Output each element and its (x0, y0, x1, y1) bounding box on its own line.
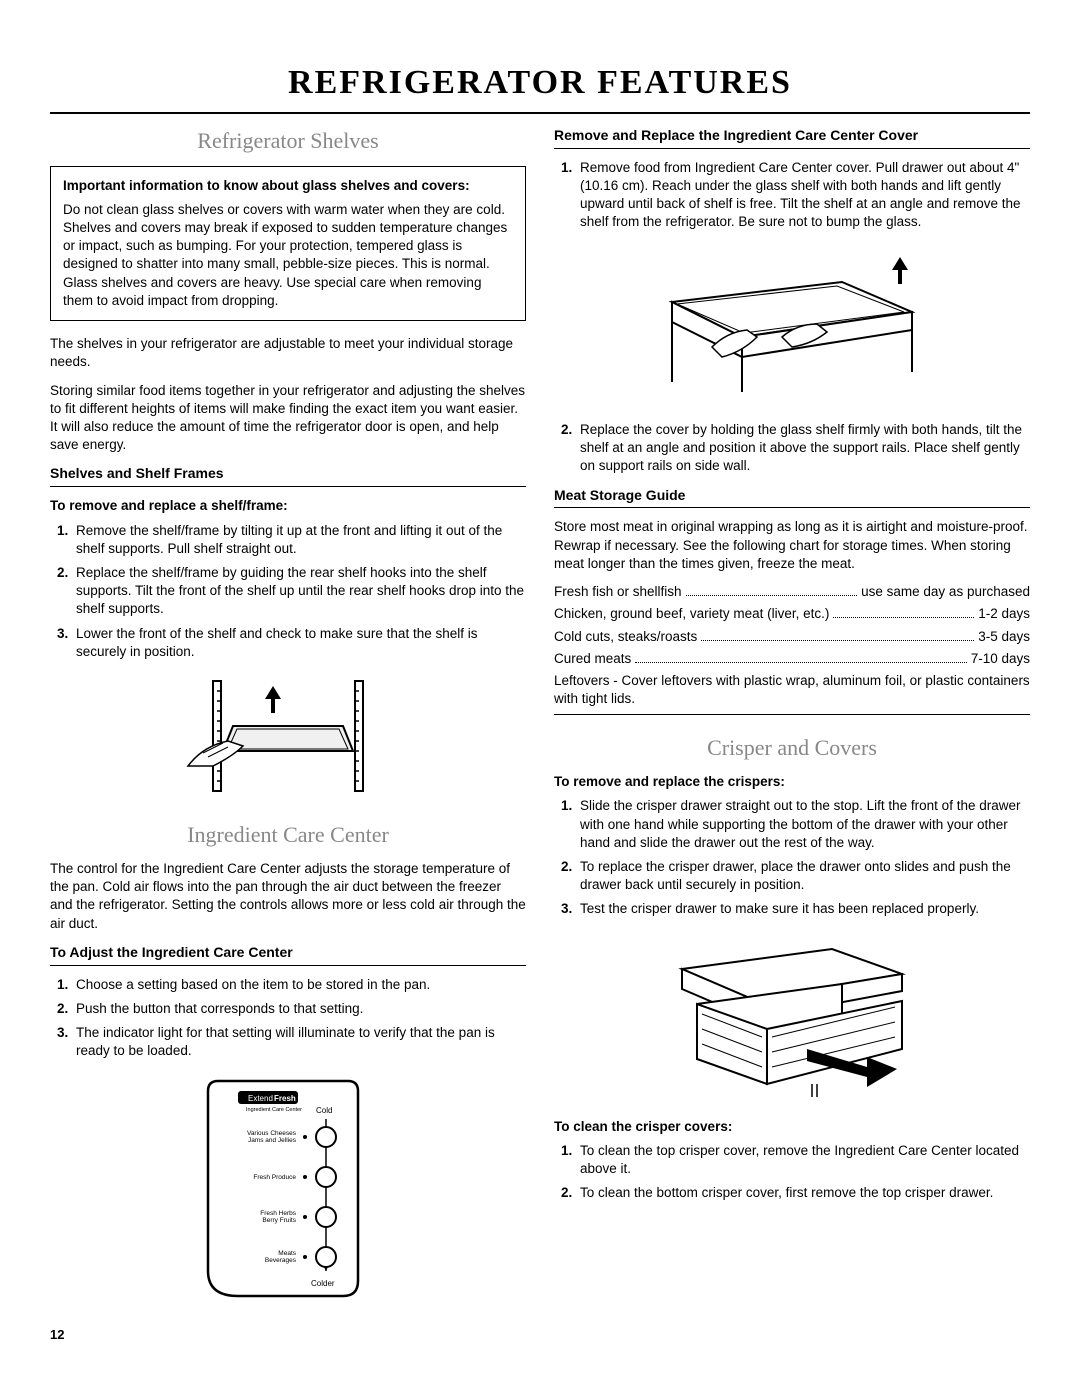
meat-label: Cured meats (554, 650, 631, 668)
meat-value: 7-10 days (971, 650, 1030, 668)
dot-leader (701, 640, 974, 641)
clean-covers-label: To clean the crisper covers: (554, 1118, 1030, 1136)
svg-text:Various Cheeses: Various Cheeses (247, 1130, 297, 1137)
callout-heading: Important information to know about glas… (63, 177, 513, 195)
two-column-layout: Refrigerator Shelves Important informati… (50, 126, 1030, 1306)
page-title: REFRIGERATOR FEATURES (50, 60, 1030, 106)
dot-leader (635, 662, 966, 663)
meat-storage-para: Store most meat in original wrapping as … (554, 518, 1030, 573)
meat-storage-table: Fresh fish or shellfish use same day as … (554, 583, 1030, 715)
shelves-para-2: Storing similar food items together in y… (50, 382, 526, 455)
svg-text:Fresh: Fresh (274, 1094, 296, 1103)
title-rule (50, 112, 1030, 114)
shelf-steps-list: Remove the shelf/frame by tilting it up … (50, 522, 526, 662)
list-item: Slide the crisper drawer straight out to… (576, 797, 1030, 852)
shelves-frames-heading: Shelves and Shelf Frames (50, 464, 526, 487)
leftovers-note: Leftovers - Cover leftovers with plastic… (554, 672, 1030, 715)
svg-text:Extend: Extend (248, 1094, 273, 1103)
cover-removal-illustration (554, 242, 1030, 407)
table-row: Fresh fish or shellfish use same day as … (554, 583, 1030, 601)
list-item: Test the crisper drawer to make sure it … (576, 900, 1030, 918)
page-number: 12 (50, 1326, 1030, 1344)
svg-text:Fresh Produce: Fresh Produce (253, 1174, 296, 1181)
dot-leader (686, 595, 858, 596)
adjust-icc-heading: To Adjust the Ingredient Care Center (50, 943, 526, 966)
ingredient-care-center-heading: Ingredient Care Center (50, 820, 526, 850)
table-row: Cured meats 7-10 days (554, 650, 1030, 668)
crisper-covers-heading: Crisper and Covers (554, 733, 1030, 763)
remove-replace-steps-1: Remove food from Ingredient Care Center … (554, 159, 1030, 232)
list-item: Push the button that corresponds to that… (72, 1000, 526, 1018)
list-item: Remove food from Ingredient Care Center … (576, 159, 1030, 232)
meat-label: Chicken, ground beef, variety meat (live… (554, 605, 829, 623)
crisper-drawer-illustration (554, 929, 1030, 1104)
crisper-steps-list: Slide the crisper drawer straight out to… (554, 797, 1030, 918)
glass-shelves-callout: Important information to know about glas… (50, 166, 526, 322)
svg-text:Berry Fruits: Berry Fruits (262, 1217, 296, 1224)
dot-leader (833, 617, 974, 618)
svg-text:Ingredient Care Center: Ingredient Care Center (246, 1107, 302, 1113)
shelves-para-1: The shelves in your refrigerator are adj… (50, 335, 526, 371)
clean-steps-list: To clean the top crisper cover, remove t… (554, 1142, 1030, 1203)
callout-body: Do not clean glass shelves or covers wit… (63, 201, 513, 310)
control-panel-illustration: Extend Fresh Ingredient Care Center Cold… (50, 1071, 526, 1306)
svg-text:Cold: Cold (316, 1106, 332, 1115)
svg-text:Colder: Colder (311, 1279, 335, 1288)
list-item: Replace the shelf/frame by guiding the r… (72, 564, 526, 619)
remove-shelf-label: To remove and replace a shelf/frame: (50, 497, 526, 515)
list-item: Replace the cover by holding the glass s… (576, 421, 1030, 476)
refrigerator-shelves-heading: Refrigerator Shelves (50, 126, 526, 156)
remove-crispers-label: To remove and replace the crispers: (554, 773, 1030, 791)
list-item: Remove the shelf/frame by tilting it up … (72, 522, 526, 558)
svg-text:Fresh Herbs: Fresh Herbs (260, 1210, 297, 1217)
svg-text:Meats: Meats (278, 1250, 296, 1257)
svg-text:Jams and Jellies: Jams and Jellies (248, 1137, 297, 1144)
meat-storage-heading: Meat Storage Guide (554, 486, 1030, 509)
meat-label: Cold cuts, steaks/roasts (554, 628, 697, 646)
shelf-removal-illustration (50, 671, 526, 806)
meat-value: 3-5 days (978, 628, 1030, 646)
remove-replace-cover-heading: Remove and Replace the Ingredient Care C… (554, 126, 1030, 149)
remove-replace-steps-2: Replace the cover by holding the glass s… (554, 421, 1030, 476)
meat-value: 1-2 days (978, 605, 1030, 623)
icc-steps-list: Choose a setting based on the item to be… (50, 976, 526, 1061)
meat-value: use same day as purchased (861, 583, 1030, 601)
table-row: Chicken, ground beef, variety meat (live… (554, 605, 1030, 623)
list-item: The indicator light for that setting wil… (72, 1024, 526, 1060)
meat-label: Fresh fish or shellfish (554, 583, 682, 601)
list-item: To clean the bottom crisper cover, first… (576, 1184, 1030, 1202)
svg-text:Beverages: Beverages (265, 1257, 297, 1264)
list-item: Choose a setting based on the item to be… (72, 976, 526, 994)
icc-paragraph: The control for the Ingredient Care Cent… (50, 860, 526, 933)
table-row: Cold cuts, steaks/roasts 3-5 days (554, 628, 1030, 646)
list-item: To replace the crisper drawer, place the… (576, 858, 1030, 894)
list-item: To clean the top crisper cover, remove t… (576, 1142, 1030, 1178)
list-item: Lower the front of the shelf and check t… (72, 625, 526, 661)
